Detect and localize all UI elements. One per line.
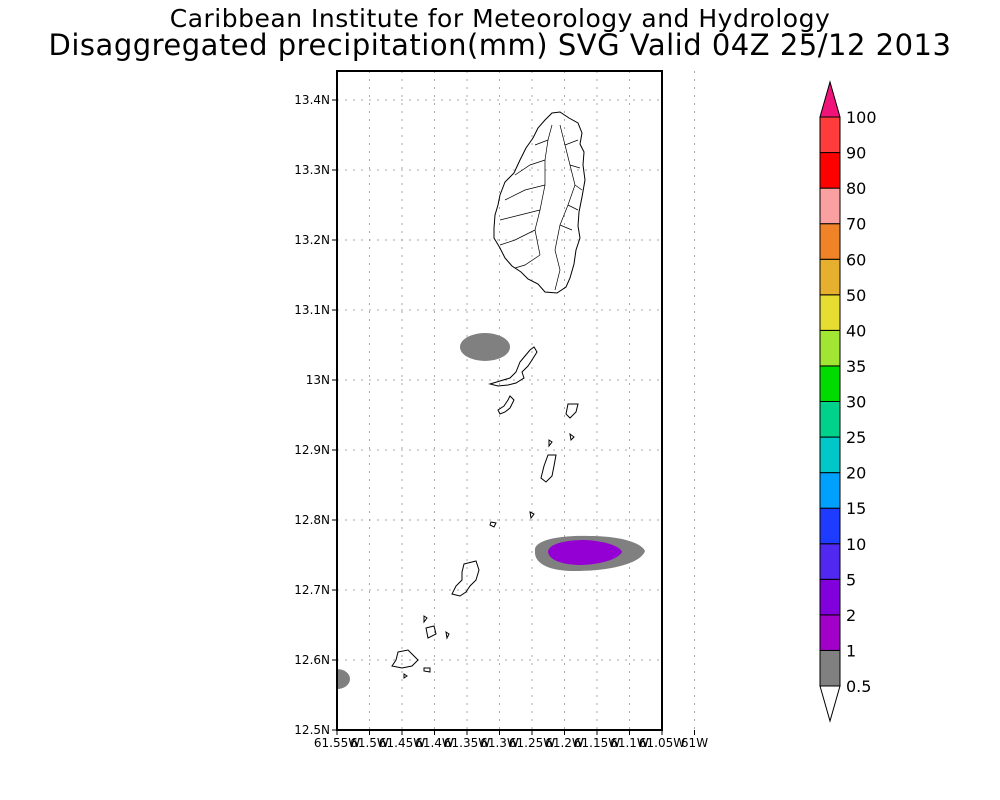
island-small-9 [445,630,450,640]
colorbar-level-label: 35 [846,357,866,376]
colorbar-level-label: 70 [846,215,866,234]
colorbar-swatch [819,401,841,438]
island-small-8 [425,625,437,639]
colorbar-level-label: 90 [846,144,866,163]
island-small-5 [529,511,535,520]
colorbar-upper-arrow [819,80,841,118]
colorbar-level-label: 25 [846,428,866,447]
lat-tick-label: 12.6N [294,653,330,667]
colorbar-swatch [819,614,841,651]
colorbar-level-label: 30 [846,393,866,412]
latitude-axis: 12.5N 12.6N 12.7N 12.8N 12.9N 13N 13.1N 13.2N 13… [294,93,337,737]
precipitation-layer [337,333,645,689]
island-small-11 [403,673,408,679]
lat-tick-label: 13.2N [294,233,330,247]
lon-tick-label: 61W [681,736,708,750]
lat-tick-label: 13N [306,373,330,387]
island-small-7 [423,615,428,624]
map-title: Caribbean Institute for Meteorology and … [169,4,831,33]
island-bequia [488,346,538,387]
island-small-10 [423,667,431,673]
island-small-2 [565,403,579,419]
colorbar-swatch [819,152,841,189]
colorbar-level-label: 100 [846,108,877,127]
colorbar-swatch [819,294,841,331]
lon-tick-label: 61.2W [545,736,584,750]
colorbar-swatch [819,578,841,616]
island-saint-vincent [493,111,586,294]
lon-tick-label: 61.5W [350,736,389,750]
lon-tick-label: 61.3W [480,736,519,750]
lat-tick-label: 12.7N [294,583,330,597]
map-subtitle: Disaggregated precipitation(mm) SVG Vali… [48,28,952,62]
lat-tick-label: 12.8N [294,513,330,527]
colorbar-swatch [819,436,841,474]
colorbar-level-label: 0.5 [846,677,871,696]
island-union [451,560,480,597]
colorbar-level-label: 60 [846,250,866,269]
lon-tick-label: 61.15W [574,736,620,750]
lon-tick-label: 61.1W [610,736,649,750]
lon-tick-label: 61.35W [444,736,490,750]
lon-tick-label: 61.05W [639,736,685,750]
colorbar-level-label: 80 [846,179,866,198]
colorbar-swatch [819,223,841,260]
colorbar-swatch [819,329,841,367]
colorbar-level-label: 40 [846,321,866,340]
colorbar-swatch [819,116,841,154]
colorbar-swatch [819,365,841,402]
colorbar-swatch [819,187,841,225]
colorbar-level-label: 20 [846,464,866,483]
lat-tick-label: 13.1N [294,303,330,317]
precip-area-southwest-gray [337,669,350,689]
colorbar-level-label: 10 [846,535,866,554]
saint-vincent-watersheds [499,124,583,291]
colorbar-level-label: 1 [846,641,856,660]
lat-tick-label: 12.9N [294,443,330,457]
lon-tick-label: 61.55W [314,736,360,750]
lat-tick-label: 13.3N [294,163,330,177]
island-small-6 [489,521,497,528]
colorbar-swatch [819,543,841,580]
lon-tick-label: 61.25W [509,736,555,750]
colorbar-lower-arrow [819,685,841,723]
colorbar-swatch [819,649,841,687]
island-small-1 [497,395,515,415]
colorbar-level-label: 5 [846,570,856,589]
island-small-4 [569,432,575,442]
island-small-3 [548,439,553,448]
colorbar-level-label: 15 [846,499,866,518]
precip-area-east-purple [548,540,622,565]
lat-tick-label: 12.5N [294,723,330,737]
precip-area-north-gray [460,333,510,361]
coastlines [391,111,586,679]
lat-tick-label: 13.4N [294,93,330,107]
colorbar-swatch [819,472,841,509]
island-carriacou [391,649,419,669]
island-canouan [540,454,557,483]
lon-tick-label: 61.45W [379,736,425,750]
colorbar-level-label: 2 [846,606,856,625]
colorbar-swatch [819,258,841,296]
colorbar-swatch [819,507,841,545]
longitude-axis: 61.55W61.5W61.45W61.4W61.35W61.3W61.25W6… [314,730,708,750]
lon-tick-label: 61.4W [415,736,454,750]
colorbar-level-label: 50 [846,286,866,305]
